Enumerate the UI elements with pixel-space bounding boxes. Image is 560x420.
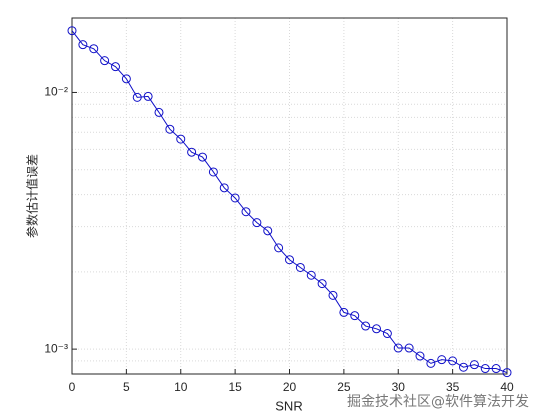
data-point [491, 364, 501, 374]
data-point [285, 255, 294, 265]
x-tick-label: 30 [392, 380, 406, 394]
x-tick-label: 20 [283, 380, 297, 394]
x-tick-label: 0 [69, 380, 76, 394]
x-tick-label: 15 [228, 380, 242, 394]
watermark: 掘金技术社区@软件算法开发 [347, 394, 529, 410]
data-point [306, 270, 316, 280]
data-point [252, 218, 262, 228]
data-point [317, 279, 327, 289]
x-tick-label: 25 [337, 380, 351, 394]
data-point [295, 262, 305, 272]
data-point [361, 321, 371, 331]
data-point [219, 183, 229, 193]
data-point [502, 368, 512, 378]
data-point [263, 226, 273, 236]
data-point [241, 207, 251, 217]
y-tick-label: 10⁻² [44, 85, 68, 99]
data-point [78, 40, 88, 50]
data-point [208, 167, 218, 177]
data-point [143, 91, 153, 101]
x-tick-label: 10 [174, 380, 188, 394]
data-point [187, 147, 197, 157]
data-point [437, 355, 447, 365]
data-point [89, 44, 99, 54]
data-point [404, 343, 414, 353]
data-point [67, 26, 77, 36]
data-point [382, 329, 392, 339]
data-point [339, 307, 349, 317]
plot-frame [71, 17, 508, 375]
data-point [111, 62, 120, 72]
data-point [328, 290, 338, 300]
data-point [415, 351, 425, 361]
data-point [350, 311, 360, 321]
data-point [448, 356, 458, 366]
data-point [426, 358, 436, 368]
data-point [274, 243, 284, 253]
data-point [154, 107, 164, 117]
data-point [372, 324, 381, 334]
data-point [230, 193, 240, 203]
data-point [469, 360, 479, 370]
data-point [132, 92, 142, 102]
data-point [121, 74, 131, 84]
x-axis-label: SNR [275, 398, 302, 413]
x-tick-label: 35 [446, 380, 460, 394]
data-point [480, 364, 490, 374]
data-point [165, 124, 175, 134]
data-point [176, 134, 186, 144]
data-point [393, 343, 403, 353]
y-axis-label: 参数估计值误差 [25, 154, 40, 238]
x-tick-label: 5 [123, 380, 130, 394]
y-tick-label: 10⁻³ [44, 341, 68, 355]
data-point [459, 362, 468, 372]
data-point [100, 56, 110, 66]
x-tick-label: 40 [500, 380, 514, 394]
data-point [198, 152, 207, 162]
